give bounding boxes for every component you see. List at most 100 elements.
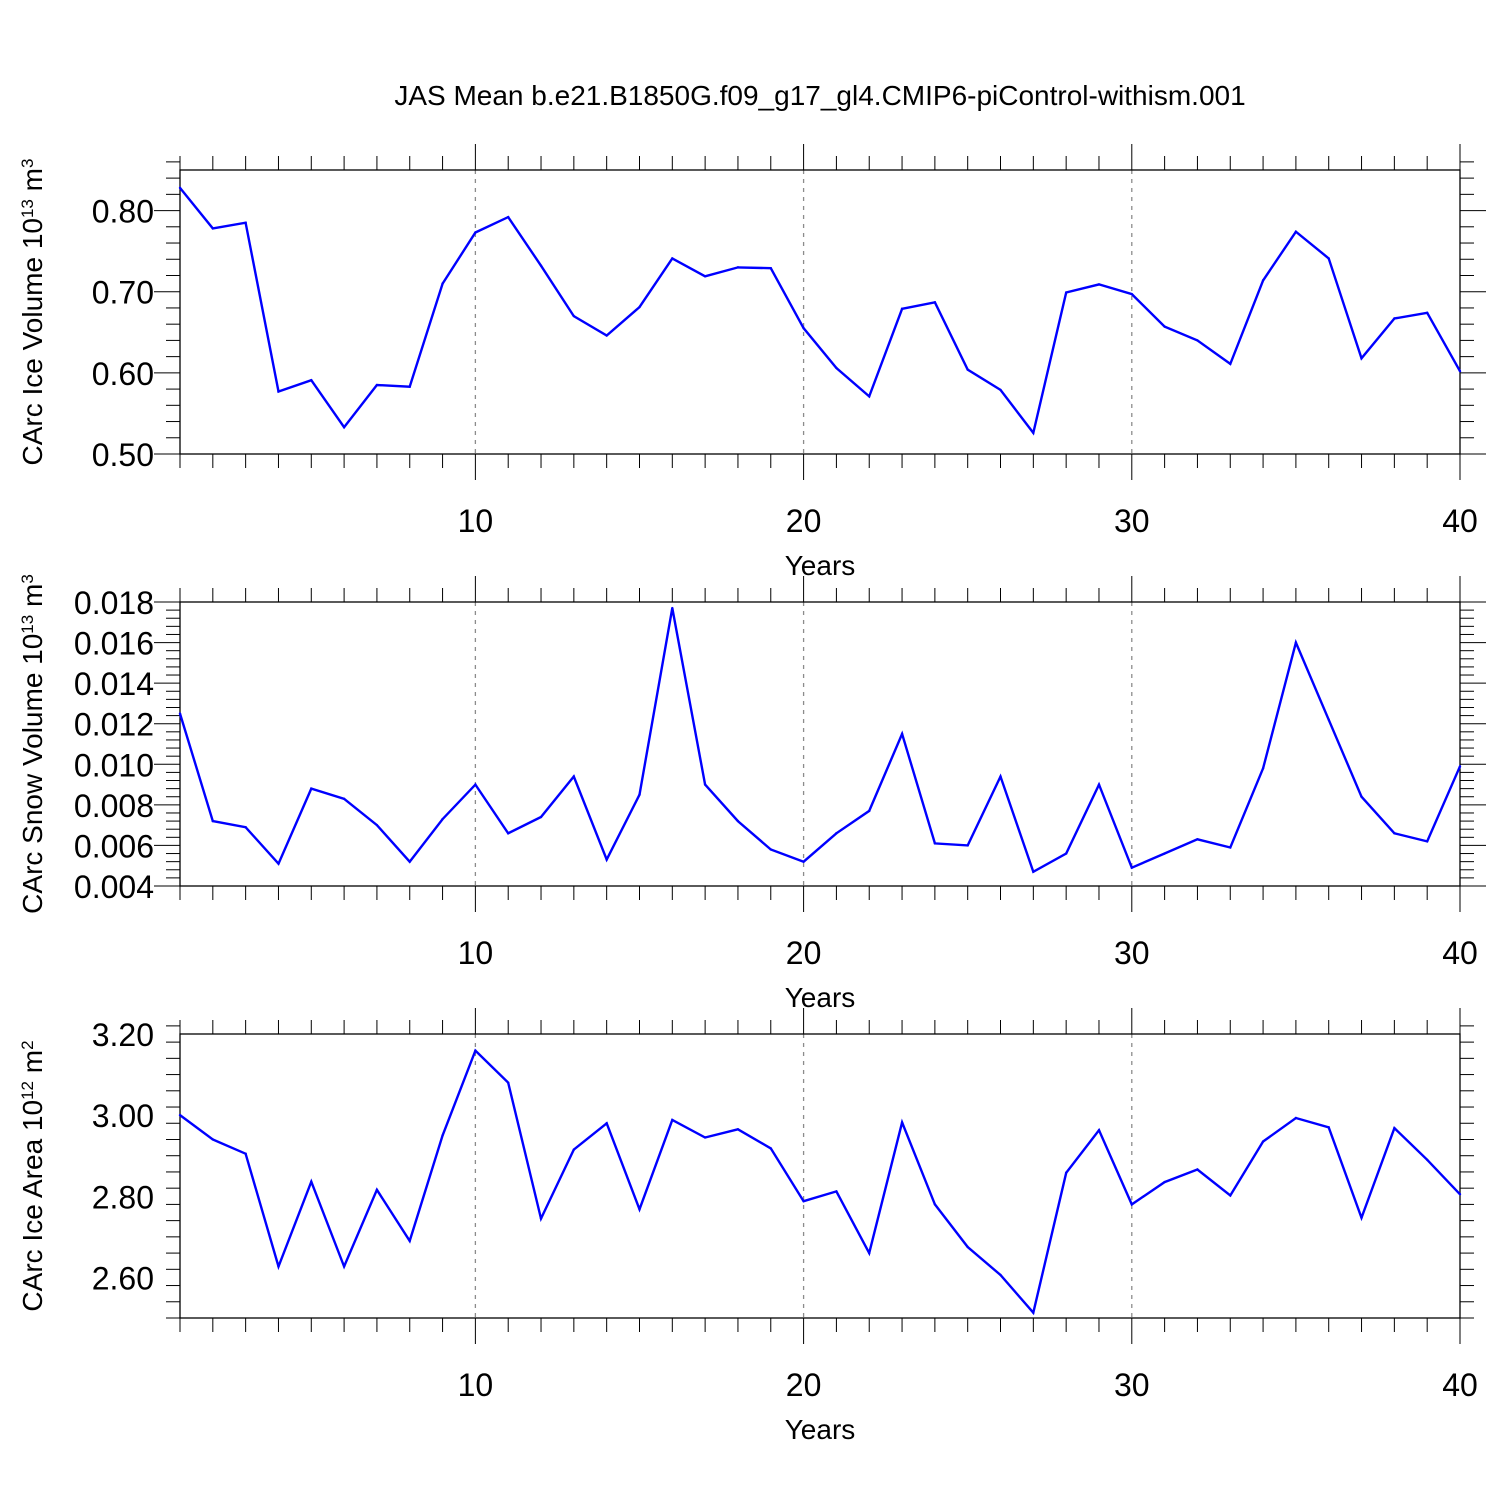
data-point xyxy=(408,860,411,863)
y-tick-label: 0.70 xyxy=(92,275,154,311)
x-tick-label: 40 xyxy=(1442,935,1478,971)
x-axis-title: Years xyxy=(785,550,856,581)
data-point xyxy=(572,775,576,778)
data-point xyxy=(769,266,772,270)
data-point xyxy=(342,1265,346,1268)
data-point xyxy=(474,231,477,234)
data-point xyxy=(1261,279,1265,282)
data-point xyxy=(1196,838,1199,841)
panel-1: 10 20 30 40 0.50 0.60 0.70 0.80 Years CArc Ice Vo… xyxy=(17,144,1486,581)
data-point xyxy=(211,1138,215,1141)
data-point xyxy=(1393,1126,1396,1130)
data-point xyxy=(802,327,805,330)
data-point xyxy=(802,860,805,863)
y-tick-label: 0.60 xyxy=(92,356,154,392)
data-point xyxy=(1032,870,1035,873)
data-point xyxy=(605,334,608,337)
y-tick-label: 0.018 xyxy=(74,585,154,621)
data-point xyxy=(966,1245,969,1249)
data-point xyxy=(1130,1203,1133,1206)
data-point xyxy=(1458,1193,1462,1196)
y-tick-label: 0.008 xyxy=(74,788,154,824)
data-point xyxy=(835,832,838,835)
data-point xyxy=(802,1199,805,1203)
data-point xyxy=(342,426,346,429)
y-tick-label: 0.014 xyxy=(74,666,154,702)
data-point xyxy=(999,388,1002,392)
data-point xyxy=(277,862,280,865)
data-point xyxy=(999,1273,1002,1277)
data-point xyxy=(1163,852,1166,855)
x-tick-label: 10 xyxy=(458,1367,494,1403)
data-point xyxy=(539,1217,543,1220)
data-point xyxy=(638,793,641,796)
data-point xyxy=(1327,718,1330,721)
panel-3: 10 20 30 40 2.60 2.80 3.00 3.20 Years CArc Ice Ar… xyxy=(17,1008,1478,1445)
data-point xyxy=(1229,1194,1232,1197)
y-tick-label: 0.010 xyxy=(74,747,154,783)
data-point xyxy=(1327,1126,1330,1129)
y-tick-label: 0.80 xyxy=(92,194,154,230)
x-tick-label: 10 xyxy=(458,503,494,539)
y-axis-title: CArc Ice Volume 1013 m3 xyxy=(17,159,48,466)
y-tick-label: 2.60 xyxy=(92,1260,154,1296)
data-point xyxy=(703,1136,707,1139)
data-point xyxy=(1458,765,1462,768)
data-point xyxy=(408,1239,411,1243)
x-tick-label: 20 xyxy=(786,1367,822,1403)
y-tick-label: 0.012 xyxy=(74,707,154,743)
data-point xyxy=(342,797,346,800)
data-point xyxy=(507,215,510,219)
data-point xyxy=(1196,339,1199,342)
data-point xyxy=(539,264,543,267)
x-axis-title: Years xyxy=(785,982,856,1013)
data-point xyxy=(1196,1168,1199,1171)
series-line xyxy=(179,187,1462,436)
data-point xyxy=(1294,641,1298,644)
x-tick-label: 30 xyxy=(1114,503,1150,539)
data-point xyxy=(671,606,674,610)
data-point xyxy=(736,819,740,823)
data-point xyxy=(1393,317,1396,320)
data-point xyxy=(211,227,215,230)
data-point xyxy=(178,186,182,190)
data-point xyxy=(1097,283,1101,286)
data-point xyxy=(441,1134,444,1137)
data-point xyxy=(835,1190,838,1193)
data-point xyxy=(1294,230,1298,233)
data-point xyxy=(769,848,772,851)
data-point xyxy=(178,712,182,715)
data-point xyxy=(539,815,543,819)
data-point xyxy=(605,1122,608,1125)
data-point xyxy=(835,366,838,370)
data-point xyxy=(375,823,379,827)
plot-frame xyxy=(179,169,1461,455)
series-line xyxy=(179,1048,1461,1316)
data-point xyxy=(1294,1116,1298,1120)
y-tick-label: 3.20 xyxy=(92,1017,154,1053)
data-point xyxy=(671,257,674,260)
x-tick-label: 40 xyxy=(1442,1367,1478,1403)
data-point xyxy=(900,732,904,736)
x-tick-label: 10 xyxy=(458,935,494,971)
data-point xyxy=(868,1251,871,1255)
data-point xyxy=(1130,292,1133,296)
data-point xyxy=(1425,840,1429,843)
y-tick-label: 2.80 xyxy=(92,1179,154,1215)
panel-2: 10 20 30 40 0.004 0.006 0.008 0.010 0.012 0.014 0.… xyxy=(17,574,1486,1013)
data-point xyxy=(1261,1140,1265,1143)
data-point xyxy=(1064,291,1068,294)
data-point xyxy=(1425,1158,1429,1161)
data-point xyxy=(1130,866,1133,869)
data-point xyxy=(507,1081,510,1084)
data-point xyxy=(1032,431,1035,435)
data-point xyxy=(868,809,871,813)
y-tick-label: 3.00 xyxy=(92,1098,154,1134)
data-point xyxy=(277,390,280,393)
data-point xyxy=(1393,832,1396,835)
data-point xyxy=(572,1148,576,1151)
x-tick-label: 30 xyxy=(1114,1367,1150,1403)
data-point xyxy=(638,305,641,309)
series-line xyxy=(178,607,1462,874)
data-point xyxy=(1458,370,1462,373)
